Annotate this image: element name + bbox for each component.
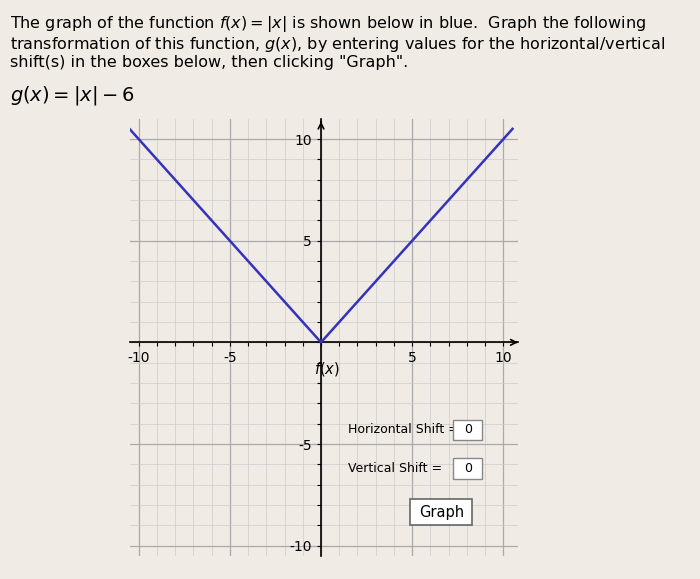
Text: Horizontal Shift =: Horizontal Shift = — [349, 423, 463, 437]
Text: Graph: Graph — [419, 505, 464, 519]
Text: $f(x)$: $f(x)$ — [314, 360, 340, 378]
Text: shift(s) in the boxes below, then clicking "Graph".: shift(s) in the boxes below, then clicki… — [10, 55, 409, 70]
FancyBboxPatch shape — [410, 499, 473, 525]
Text: The graph of the function $f(x) = |x|$ is shown below in blue.  Graph the follow: The graph of the function $f(x) = |x|$ i… — [10, 14, 647, 35]
FancyBboxPatch shape — [454, 458, 482, 479]
Text: 0: 0 — [464, 423, 472, 437]
FancyBboxPatch shape — [454, 420, 482, 440]
Text: $g(x) = |x| - 6$: $g(x) = |x| - 6$ — [10, 84, 135, 107]
Text: transformation of this function, $g(x)$, by entering values for the horizontal/v: transformation of this function, $g(x)$,… — [10, 35, 666, 54]
Text: 0: 0 — [464, 462, 472, 475]
Text: Vertical Shift =: Vertical Shift = — [349, 462, 447, 475]
